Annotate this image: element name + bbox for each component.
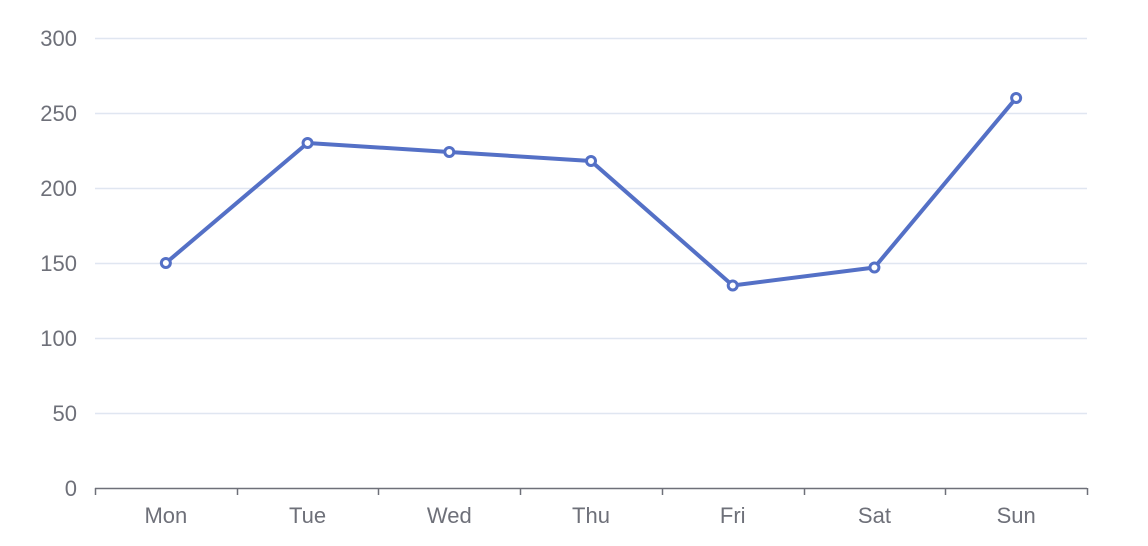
data-point[interactable] — [443, 146, 456, 158]
data-point[interactable] — [1010, 92, 1023, 104]
x-tick-label: Thu — [572, 503, 610, 528]
y-tick-label: 300 — [40, 26, 77, 51]
data-point[interactable] — [585, 155, 597, 167]
x-tick-label: Sun — [997, 503, 1036, 528]
x-axis: Mon Tue Wed Thu Fri Sat Sun — [94, 487, 1089, 528]
series-layer — [159, 92, 1023, 292]
y-tick-label: 200 — [40, 176, 77, 201]
y-tick-label: 100 — [40, 326, 77, 351]
data-point[interactable] — [301, 137, 314, 149]
x-tick-label: Sat — [858, 503, 891, 528]
y-tick-label: 150 — [40, 251, 77, 276]
data-point[interactable] — [868, 261, 881, 274]
y-axis: 0 50 100 150 200 250 300 — [40, 26, 77, 501]
data-point[interactable] — [726, 279, 739, 292]
y-tick-label: 0 — [65, 476, 77, 501]
y-tick-label: 250 — [40, 101, 77, 126]
series-line — [163, 96, 1019, 288]
data-point[interactable] — [159, 257, 172, 269]
x-tick-label: Fri — [720, 503, 746, 528]
x-tick-label: Mon — [144, 503, 187, 528]
y-tick-label: 50 — [53, 401, 77, 426]
x-tick-label: Tue — [289, 503, 326, 528]
grid-lines — [95, 37, 1087, 415]
x-tick-label: Wed — [427, 503, 472, 528]
